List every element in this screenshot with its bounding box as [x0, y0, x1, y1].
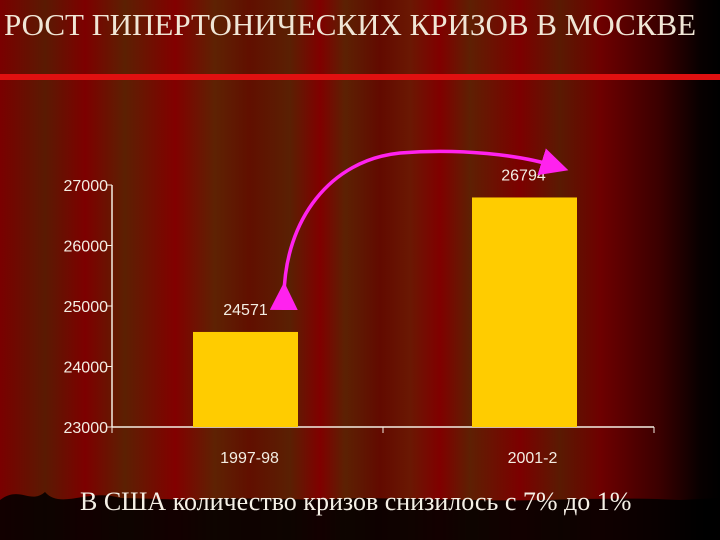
bar — [472, 197, 577, 427]
title-underline — [0, 74, 720, 80]
slide-title: РОСТ ГИПЕРТОНИЧЕСКИХ КРИЗОВ В МОСКВЕ — [3, 7, 697, 42]
y-tick-label: 27000 — [64, 178, 109, 195]
y-tick-label: 23000 — [64, 420, 109, 437]
bar-chart: 23000 24000 25000 26000 27000 24571 1997-98 26… — [64, 148, 655, 467]
bar — [193, 331, 298, 427]
caption: В США количество кризов снизилось с 7% д… — [80, 487, 632, 516]
curtain-edge — [0, 492, 720, 540]
y-tick-label: 24000 — [64, 360, 109, 377]
data-label: 24571 — [223, 302, 268, 319]
x-tick-label: 2001-2 — [508, 450, 558, 467]
curved-arrow — [269, 148, 569, 311]
data-label: 26794 — [501, 167, 546, 184]
y-tick-label: 25000 — [64, 299, 109, 316]
y-tick-label: 26000 — [64, 239, 109, 256]
x-tick-label: 1997-98 — [220, 450, 279, 467]
